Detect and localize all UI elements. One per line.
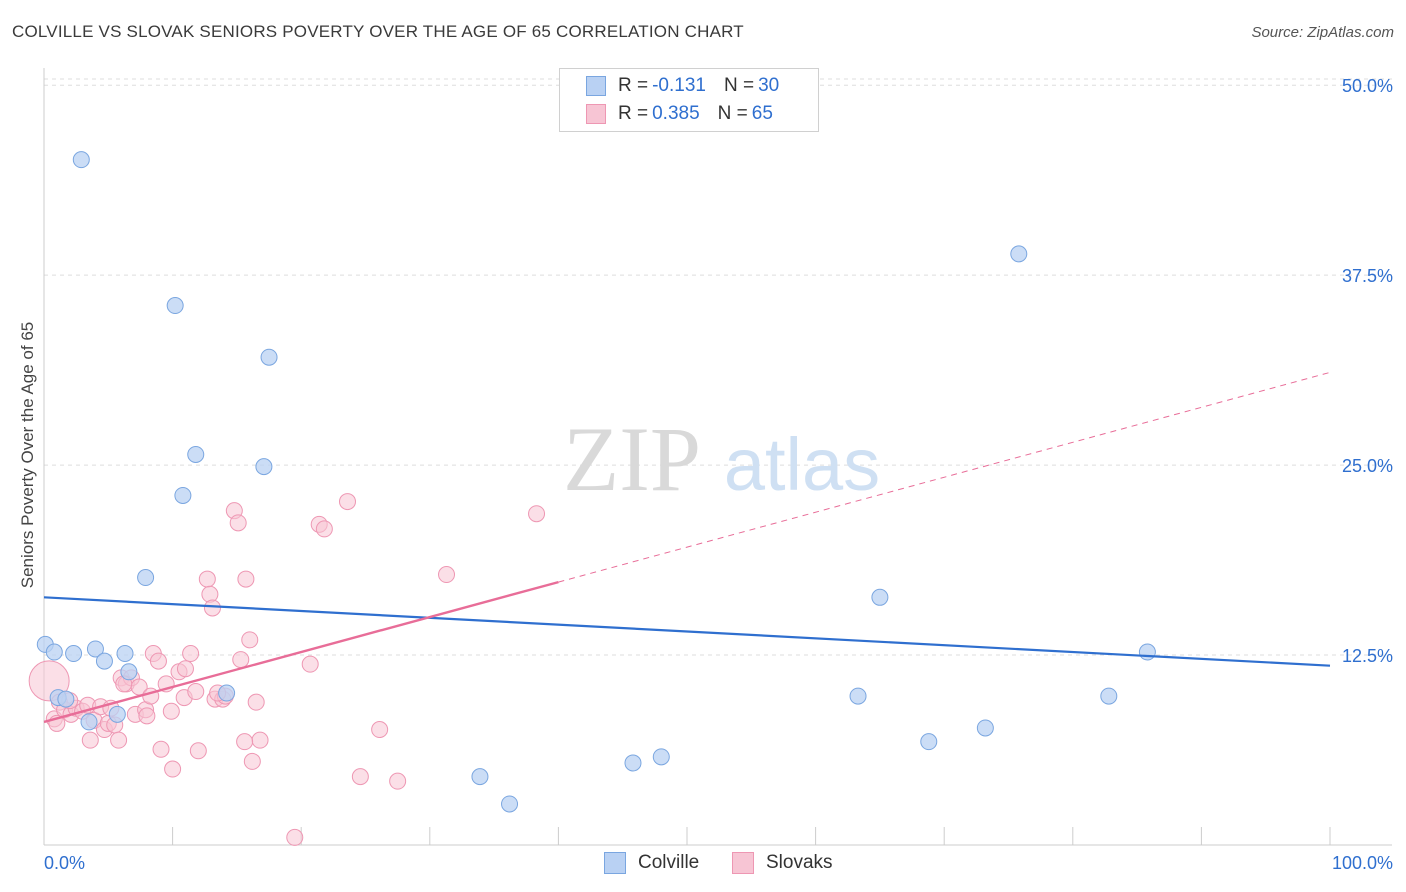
slovaks-point xyxy=(182,645,200,663)
bottom-slovaks-swatch xyxy=(732,852,754,874)
slovaks-points xyxy=(28,493,546,846)
colville-point xyxy=(1010,245,1028,263)
colville-point xyxy=(95,652,113,670)
watermark-atlas: atlas xyxy=(724,423,880,506)
slovaks-trend-line xyxy=(43,580,559,724)
slovaks-point xyxy=(241,631,259,649)
colville-points xyxy=(36,151,1156,813)
tick-labels: 12.5% 25.0% 37.5% 50.0% 0.0% 100.0% xyxy=(44,76,1393,873)
colville-point xyxy=(920,733,938,751)
slovaks-point xyxy=(338,493,356,511)
colville-point xyxy=(871,588,889,606)
colville-r-value: -0.131 xyxy=(652,75,706,96)
colville-point xyxy=(72,151,90,169)
grid-lines xyxy=(44,78,1392,656)
colville-point xyxy=(45,643,63,661)
legend-row-colville: R = -0.131 N = 30 xyxy=(586,75,779,97)
slovaks-point xyxy=(237,570,255,588)
colville-point xyxy=(1100,687,1118,705)
slovaks-point xyxy=(198,570,216,588)
legend: R = -0.131 N = 30 R = 0.385 N = 65 xyxy=(559,68,819,132)
colville-point xyxy=(255,458,273,476)
colville-point xyxy=(260,348,278,366)
slovaks-point xyxy=(110,731,128,749)
slovaks-point xyxy=(152,740,170,758)
slovaks-point xyxy=(189,742,207,760)
slovaks-point xyxy=(301,655,319,673)
x-tick-label: 100.0% xyxy=(1332,853,1393,873)
colville-point xyxy=(65,645,83,663)
colville-point xyxy=(137,569,155,587)
slovaks-point xyxy=(247,693,265,711)
colville-point xyxy=(120,663,138,681)
colville-point xyxy=(187,445,205,463)
colville-n-label: N = xyxy=(723,75,755,96)
x-tick-label: 0.0% xyxy=(44,853,85,873)
colville-point xyxy=(174,486,192,504)
bottom-colville-label: Colville xyxy=(638,852,700,873)
colville-swatch xyxy=(586,76,606,96)
slovaks-n-label: N = xyxy=(717,103,748,124)
bottom-colville-swatch xyxy=(604,852,626,874)
slovaks-point xyxy=(389,772,407,790)
slovaks-trend-extension xyxy=(558,371,1331,583)
colville-point xyxy=(1138,643,1156,661)
bottom-slovaks-label: Slovaks xyxy=(766,852,833,873)
colville-point xyxy=(166,297,184,315)
slovaks-point xyxy=(176,660,194,678)
colville-point xyxy=(849,687,867,705)
slovaks-point xyxy=(236,733,254,751)
slovaks-point xyxy=(162,702,180,720)
legend-row-slovaks: R = 0.385 N = 65 xyxy=(586,103,773,125)
colville-point xyxy=(471,768,489,786)
colville-point xyxy=(80,713,98,731)
slovaks-point xyxy=(164,760,182,778)
slovaks-r-value: 0.385 xyxy=(652,103,700,124)
slovaks-point xyxy=(232,651,250,669)
chart-title: COLVILLE VS SLOVAK SENIORS POVERTY OVER … xyxy=(12,22,744,41)
slovaks-point xyxy=(315,520,333,538)
bottom-legend-slovaks: Slovaks xyxy=(732,852,833,874)
colville-point xyxy=(108,705,126,723)
watermark-zip: ZIP xyxy=(563,408,701,510)
slovaks-point xyxy=(286,828,304,846)
slovaks-point xyxy=(438,566,456,584)
axes xyxy=(43,68,1392,846)
colville-point xyxy=(501,795,519,813)
slovaks-r-label: R = xyxy=(618,103,649,124)
slovaks-point xyxy=(229,514,247,532)
trend-lines xyxy=(43,371,1331,724)
slovaks-n-value: 65 xyxy=(751,103,773,124)
y-tick-label: 25.0% xyxy=(1342,456,1393,476)
colville-r-label: R = xyxy=(618,75,649,96)
slovaks-point xyxy=(251,731,269,749)
slovaks-point xyxy=(81,731,99,749)
colville-n-value: 30 xyxy=(758,75,780,96)
bottom-legend-colville: Colville xyxy=(604,852,699,874)
slovaks-point xyxy=(149,652,167,670)
y-tick-label: 37.5% xyxy=(1342,266,1393,286)
watermark: ZIP atlas xyxy=(563,408,880,510)
slovaks-point xyxy=(371,721,389,739)
slovaks-point xyxy=(351,768,369,786)
source-label: Source: ZipAtlas.com xyxy=(1251,24,1394,41)
colville-trend-line xyxy=(43,596,1331,667)
colville-point xyxy=(116,645,134,663)
slovaks-swatch xyxy=(586,104,606,124)
slovaks-point xyxy=(528,505,546,523)
y-tick-label: 50.0% xyxy=(1342,76,1393,96)
slovaks-point xyxy=(187,683,205,701)
slovaks-point xyxy=(138,707,156,725)
y-tick-label: 12.5% xyxy=(1342,646,1393,666)
colville-point xyxy=(652,748,670,766)
colville-point xyxy=(57,690,75,708)
colville-point xyxy=(86,640,104,658)
colville-point xyxy=(624,754,642,772)
slovaks-point xyxy=(243,752,261,770)
colville-point xyxy=(218,684,236,702)
slovaks-point xyxy=(203,599,221,617)
colville-point xyxy=(976,719,994,737)
